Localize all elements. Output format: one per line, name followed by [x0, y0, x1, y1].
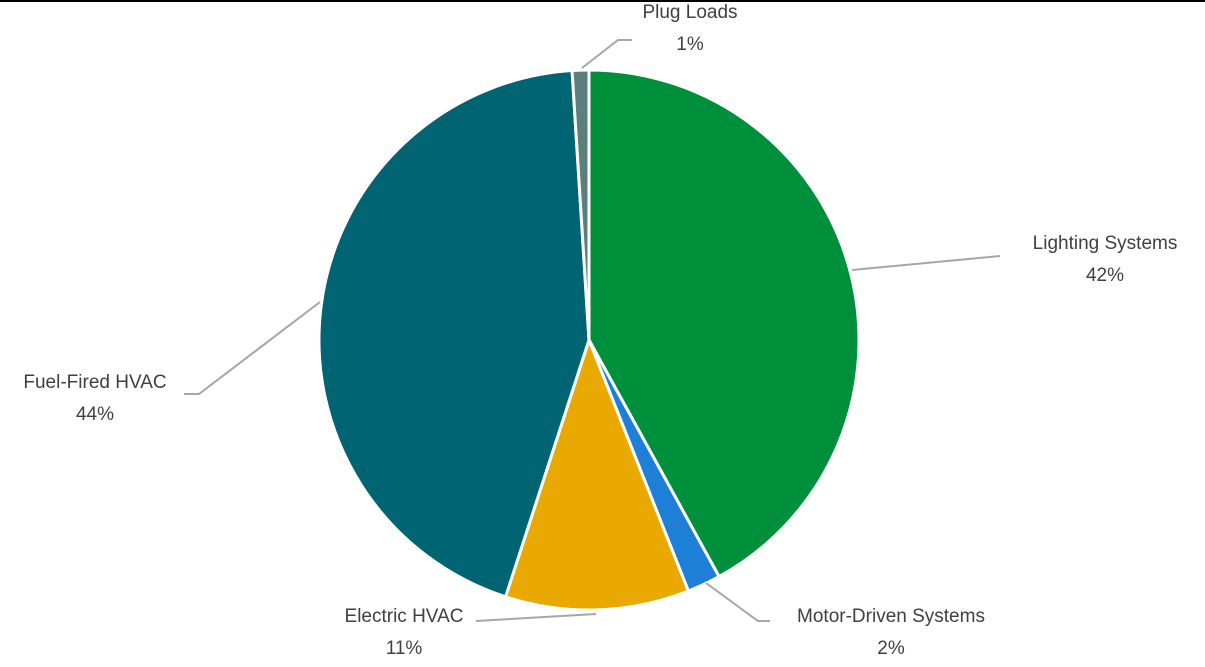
leader-line-plug-loads	[581, 39, 632, 69]
slice-value-fuel-fired-hvac: 44%	[76, 404, 114, 425]
leader-line-fuel-fired-hvac	[184, 301, 321, 395]
leader-line-lighting-systems	[851, 255, 1001, 271]
slice-value-plug-loads: 1%	[676, 34, 704, 55]
leader-line-motor-driven-systems	[705, 582, 770, 622]
pie-slice-plug-loads	[570, 68, 591, 341]
pie-slice-lighting-systems	[587, 68, 861, 579]
leader-line-electric-hvac	[475, 613, 597, 622]
slice-label-plug-loads: Plug Loads	[642, 2, 737, 23]
pie-slice-electric-hvac	[503, 335, 691, 612]
slice-label-lighting-systems: Lighting Systems	[1033, 233, 1178, 254]
pie-slice-fuel-fired-hvac	[317, 68, 591, 599]
slice-label-motor-driven-systems: Motor-Driven Systems	[797, 606, 985, 627]
slice-label-electric-hvac: Electric HVAC	[345, 606, 464, 627]
slice-label-fuel-fired-hvac: Fuel-Fired HVAC	[23, 372, 166, 393]
data-labels: Lighting Systems 42% Motor-Driven Systems 2…	[23, 2, 1177, 659]
slice-value-motor-driven-systems: 2%	[877, 638, 905, 659]
leader-lines	[184, 39, 1001, 622]
slice-value-lighting-systems: 42%	[1086, 265, 1124, 286]
top-border-line	[0, 0, 1205, 2]
pie-slices	[317, 68, 861, 612]
slice-value-electric-hvac: 11%	[386, 638, 423, 659]
